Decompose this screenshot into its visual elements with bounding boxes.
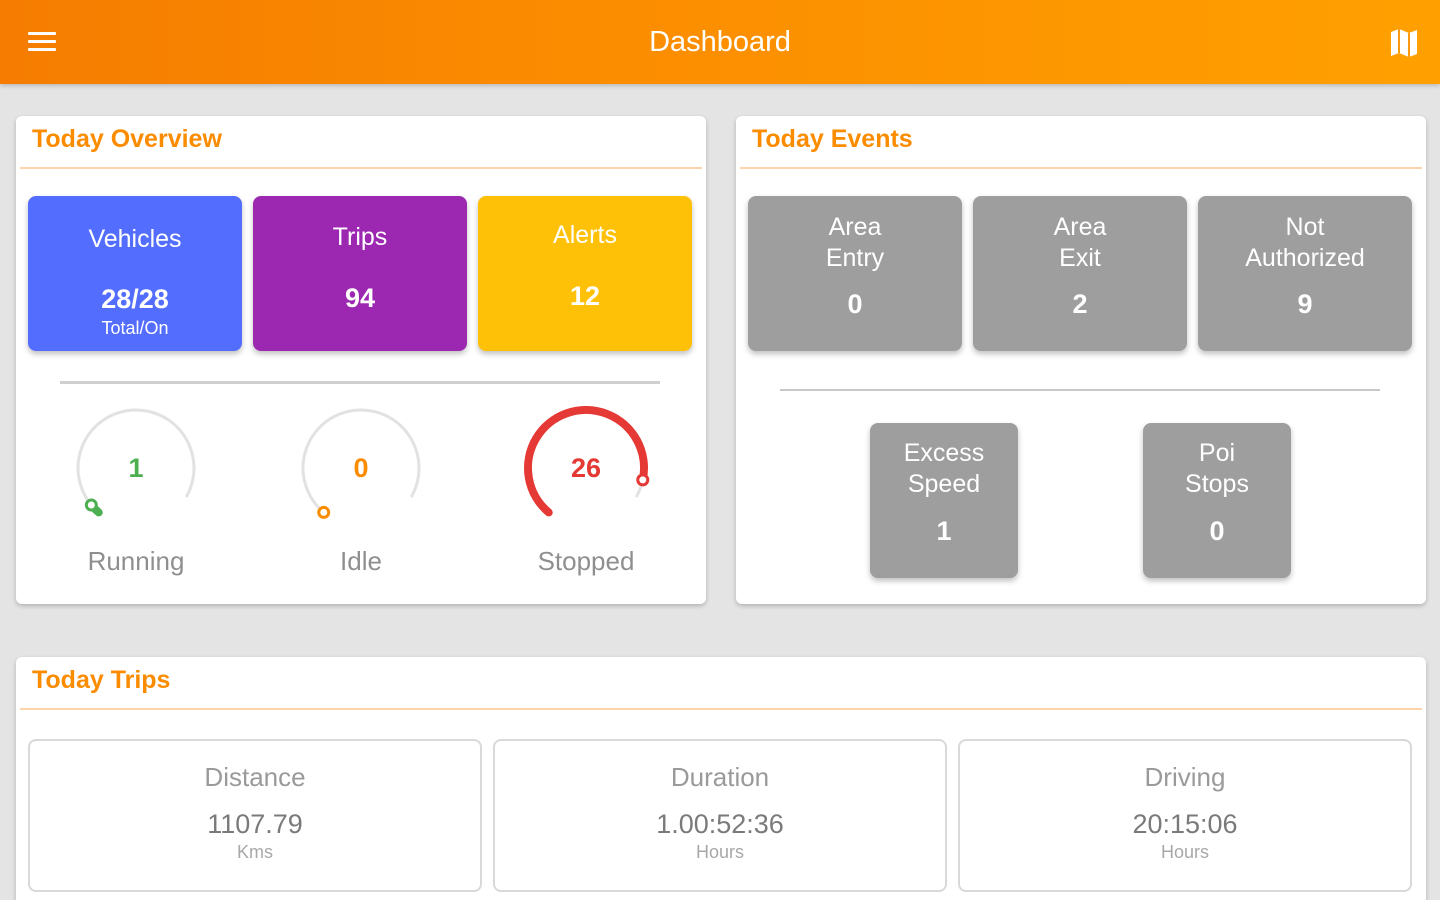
overview-separator — [60, 381, 660, 384]
events-title: Today Events — [752, 125, 913, 153]
running-gauge: 1 — [61, 406, 211, 526]
trips-title: Today Trips — [32, 666, 171, 694]
hamburger-menu-icon[interactable] — [22, 24, 62, 60]
poi-stops-label-2: Stops — [1185, 470, 1249, 498]
trips-value: 94 — [344, 283, 376, 313]
idle-label: Idle — [340, 546, 382, 576]
poi-stops-value: 0 — [1209, 516, 1225, 546]
distance-unit: Kms — [237, 842, 273, 862]
map-icon[interactable] — [1386, 26, 1422, 60]
running-label: Running — [87, 546, 185, 576]
gauge-knob — [84, 498, 98, 512]
alerts-value: 12 — [569, 281, 601, 311]
alerts-tile[interactable]: Alerts 12 — [478, 196, 692, 351]
not-authorized-label-1: Not — [1285, 213, 1325, 241]
vehicles-value: 28/28 — [101, 284, 169, 314]
driving-value: 20:15:06 — [1132, 809, 1238, 839]
not-authorized-value: 9 — [1297, 289, 1313, 319]
running-count: 1 — [128, 453, 144, 483]
duration-label: Duration — [670, 762, 770, 792]
trips-divider — [20, 708, 1422, 710]
distance-stat[interactable]: Distance 1107.79 Kms — [28, 739, 482, 892]
driving-stat[interactable]: Driving 20:15:06 Hours — [958, 739, 1412, 892]
events-divider — [740, 167, 1422, 169]
today-events-card: Today Events Area Entry 0 Area Exit 2 No… — [736, 116, 1426, 604]
gauge-knob — [317, 505, 331, 519]
area-entry-label-1: Area — [828, 213, 882, 241]
gauge-track — [76, 408, 196, 514]
gauge-svg — [76, 408, 196, 517]
poi-stops-label-1: Poi — [1198, 439, 1236, 467]
trips-label: Trips — [332, 223, 388, 251]
area-entry-value: 0 — [847, 289, 863, 319]
vehicles-label: Vehicles — [88, 225, 182, 253]
events-separator — [780, 389, 1380, 391]
stopped-label: Stopped — [537, 546, 635, 576]
duration-unit: Hours — [695, 842, 744, 862]
stopped-count: 26 — [570, 453, 602, 483]
area-entry-label-2: Entry — [825, 244, 885, 272]
stopped-gauge: 26 — [511, 406, 661, 526]
alerts-label: Alerts — [553, 221, 617, 249]
area-entry-tile[interactable]: Area Entry 0 — [748, 196, 962, 351]
gauge-fill — [524, 406, 648, 517]
area-exit-value: 2 — [1072, 289, 1088, 319]
gauge-knob — [636, 473, 650, 487]
duration-stat[interactable]: Duration 1.00:52:36 Hours — [493, 739, 947, 892]
not-authorized-tile[interactable]: Not Authorized 9 — [1198, 196, 1412, 351]
gauge-svg — [524, 406, 650, 517]
excess-speed-label-1: Excess — [903, 439, 985, 467]
app-bar: Dashboard — [0, 0, 1440, 84]
today-overview-card: Today Overview Vehicles 28/28 Total/On T… — [16, 116, 706, 604]
not-authorized-label-2: Authorized — [1245, 244, 1365, 272]
gauge-svg — [301, 408, 421, 519]
trips-tile[interactable]: Trips 94 — [253, 196, 467, 351]
driving-unit: Hours — [1160, 842, 1209, 862]
excess-speed-label-2: Speed — [907, 470, 981, 498]
distance-label: Distance — [204, 762, 306, 792]
gauge-track — [301, 408, 421, 514]
idle-gauge: 0 — [286, 406, 436, 526]
idle-count: 0 — [353, 453, 369, 483]
today-trips-card: Today Trips Distance 1107.79 Kms Duratio… — [16, 657, 1426, 900]
duration-value: 1.00:52:36 — [656, 809, 784, 839]
overview-title: Today Overview — [32, 125, 222, 153]
vehicles-sub: Total/On — [101, 318, 169, 338]
vehicles-tile[interactable]: Vehicles 28/28 Total/On — [28, 196, 242, 351]
area-exit-label-2: Exit — [1059, 244, 1101, 272]
excess-speed-value: 1 — [936, 516, 952, 546]
area-exit-tile[interactable]: Area Exit 2 — [973, 196, 1187, 351]
area-exit-label-1: Area — [1053, 213, 1107, 241]
driving-label: Driving — [1144, 762, 1226, 792]
excess-speed-tile[interactable]: Excess Speed 1 — [870, 423, 1018, 578]
distance-value: 1107.79 — [207, 809, 303, 839]
poi-stops-tile[interactable]: Poi Stops 0 — [1143, 423, 1291, 578]
page-title: Dashboard — [649, 26, 791, 58]
overview-divider — [20, 167, 702, 169]
